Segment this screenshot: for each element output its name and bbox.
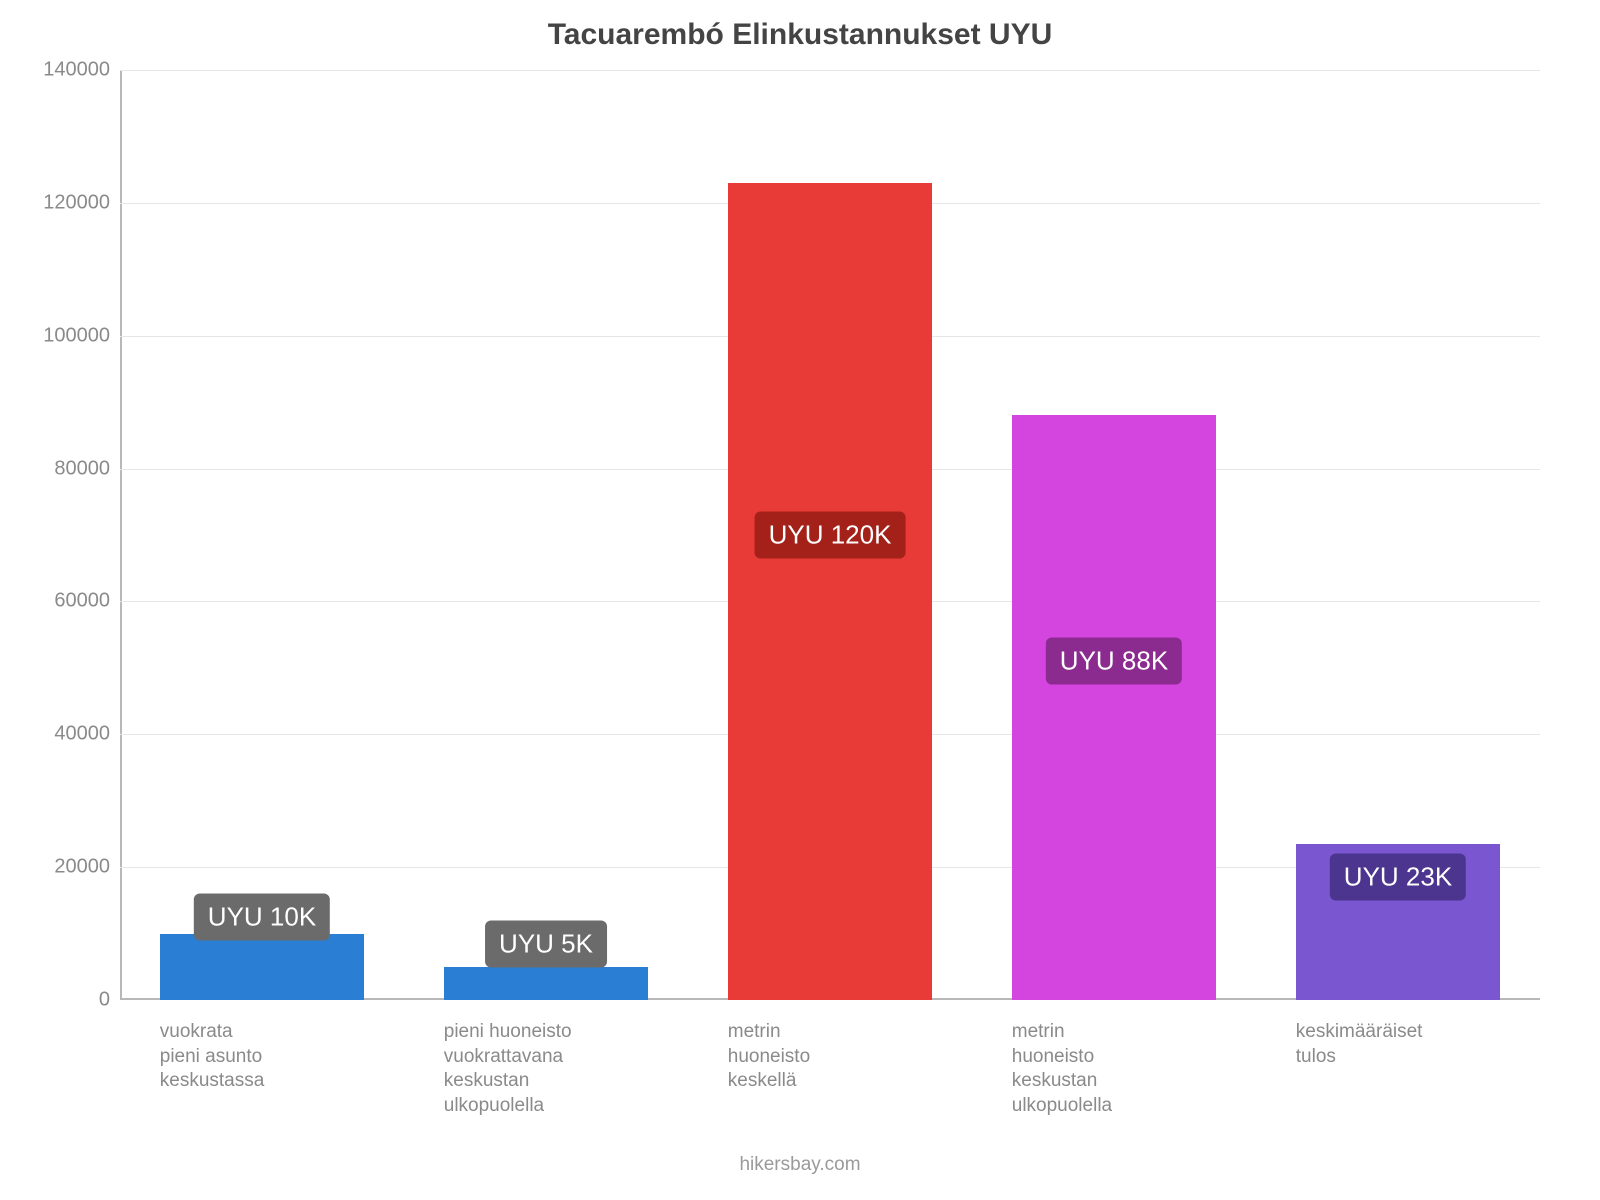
y-tick-label: 40000 bbox=[10, 723, 110, 746]
bar bbox=[728, 183, 932, 1000]
y-tick-label: 120000 bbox=[10, 191, 110, 214]
y-tick-label: 140000 bbox=[10, 59, 110, 82]
grid-line bbox=[120, 70, 1540, 71]
bar bbox=[160, 934, 364, 1000]
value-badge: UYU 5K bbox=[485, 920, 607, 967]
value-badge: UYU 88K bbox=[1046, 638, 1182, 685]
value-badge: UYU 10K bbox=[194, 893, 330, 940]
bar bbox=[1012, 415, 1216, 1000]
chart-container: Tacuarembó Elinkustannukset UYU hikersba… bbox=[0, 0, 1600, 1200]
x-category-label: vuokratapieni asuntokeskustassa bbox=[160, 1020, 364, 1094]
y-tick-label: 100000 bbox=[10, 324, 110, 347]
y-tick-label: 80000 bbox=[10, 457, 110, 480]
x-category-label: metrinhuoneistokeskellä bbox=[728, 1020, 932, 1094]
y-tick-label: 0 bbox=[10, 989, 110, 1012]
y-tick-label: 20000 bbox=[10, 856, 110, 879]
source-label: hikersbay.com bbox=[0, 1154, 1600, 1176]
x-category-label: keskimääräisettulos bbox=[1296, 1020, 1500, 1069]
y-tick-label: 60000 bbox=[10, 590, 110, 613]
value-badge: UYU 23K bbox=[1330, 854, 1466, 901]
bar bbox=[444, 967, 648, 1000]
value-badge: UYU 120K bbox=[755, 512, 906, 559]
chart-title: Tacuarembó Elinkustannukset UYU bbox=[0, 18, 1600, 52]
x-category-label: pieni huoneistovuokrattavanakeskustanulk… bbox=[444, 1020, 648, 1119]
x-category-label: metrinhuoneistokeskustanulkopuolella bbox=[1012, 1020, 1216, 1119]
y-axis bbox=[120, 70, 122, 1000]
